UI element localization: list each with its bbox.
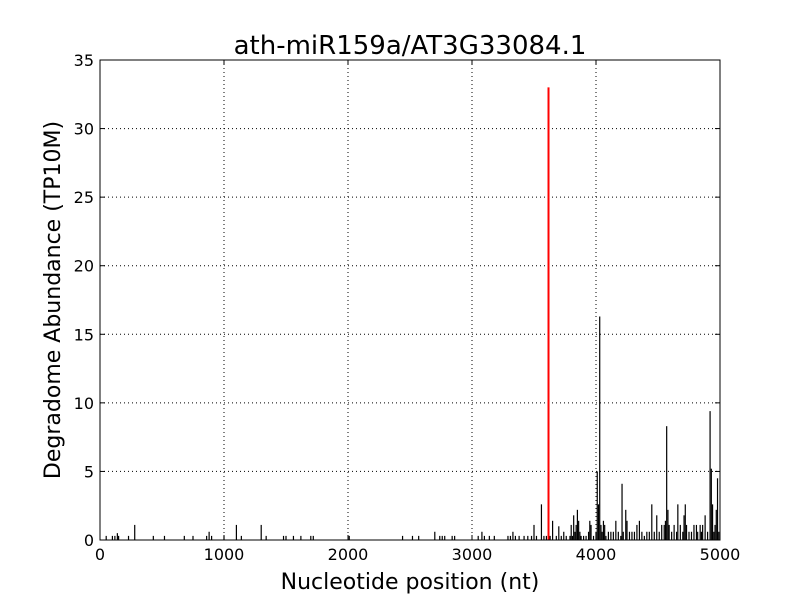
axis-ticks — [99, 59, 721, 541]
x-tick-label: 0 — [95, 545, 105, 564]
y-tick-label: 30 — [74, 120, 94, 139]
plot-frame — [99, 59, 721, 541]
x-tick-label: 4000 — [576, 545, 617, 564]
y-tick-label: 5 — [84, 462, 94, 481]
chart-title: ath-miR159a/AT3G33084.1 — [234, 31, 587, 61]
y-tick-labels: 0 5 10 15 20 25 30 35 — [74, 51, 94, 550]
grid — [100, 60, 720, 540]
y-tick-label: 25 — [74, 188, 94, 207]
x-tick-label: 2000 — [328, 545, 369, 564]
x-axis-label: Nucleotide position (nt) — [281, 570, 540, 595]
y-tick-label: 20 — [74, 257, 94, 276]
y-tick-label: 10 — [74, 394, 94, 413]
x-tick-label: 1000 — [204, 545, 245, 564]
data-bars — [105, 316, 720, 540]
y-axis-label: Degradome Abundance (TP10M) — [41, 121, 66, 479]
x-tick-label: 3000 — [452, 545, 493, 564]
x-tick-labels: 0 1000 2000 3000 4000 5000 — [95, 545, 740, 564]
x-tick-label: 5000 — [700, 545, 741, 564]
y-tick-label: 0 — [84, 531, 94, 550]
y-tick-label: 15 — [74, 325, 94, 344]
y-tick-label: 35 — [74, 51, 94, 70]
